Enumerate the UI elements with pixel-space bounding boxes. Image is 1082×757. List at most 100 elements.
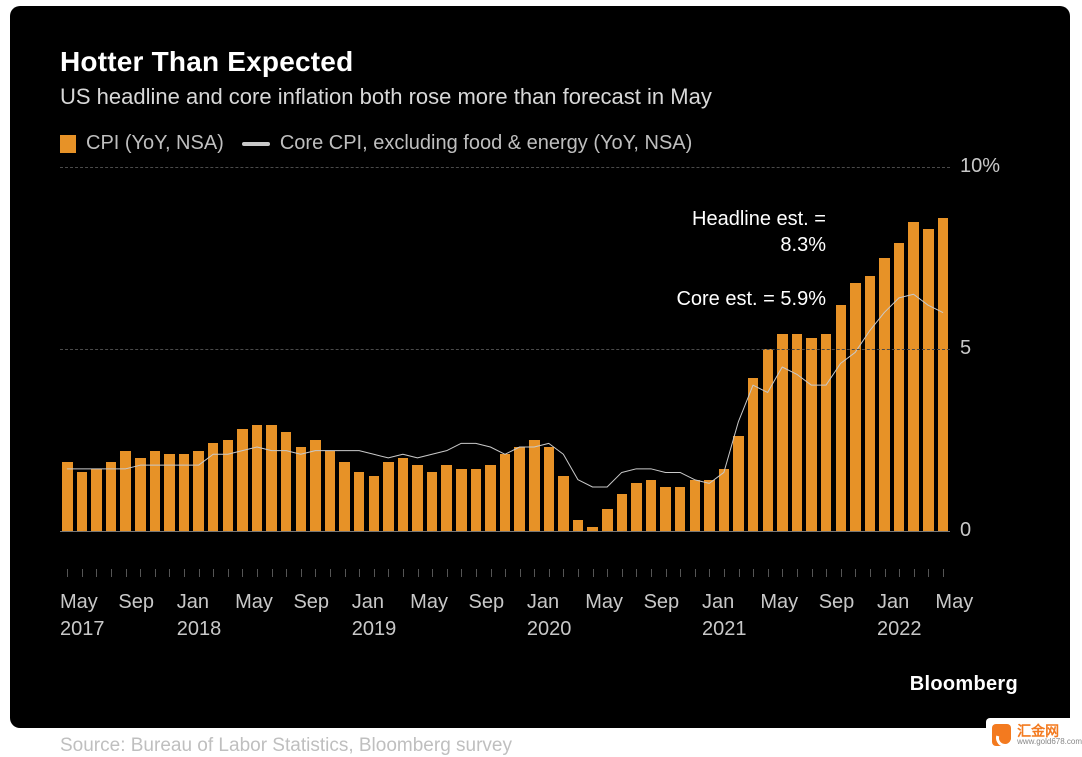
bar [704, 480, 715, 531]
watermark-logo-icon [992, 724, 1011, 746]
bar [719, 469, 730, 531]
bar [923, 229, 934, 531]
bar [193, 451, 204, 531]
bar-slot [454, 167, 469, 567]
bar [164, 454, 175, 530]
bar-slot [892, 167, 907, 567]
bar [529, 440, 540, 531]
chart-source: Source: Bureau of Labor Statistics, Bloo… [60, 735, 1020, 757]
bar-slot [483, 167, 498, 567]
bar-slot [658, 167, 673, 567]
bar [879, 258, 890, 531]
bar [631, 483, 642, 530]
bar [456, 469, 467, 531]
bar [792, 334, 803, 530]
annotation: Core est. = 5.9% [676, 286, 826, 312]
x-tick-label: Sep [293, 589, 329, 616]
annotation: Headline est. = 8.3% [692, 206, 826, 258]
bar-slot [294, 167, 309, 567]
bar-slot [542, 167, 557, 567]
watermark-text: 汇金网 www.gold678.com [1017, 724, 1082, 746]
bar [850, 283, 861, 530]
bar-slot [118, 167, 133, 567]
y-tick-label: 5 [960, 337, 971, 360]
grid-line [60, 349, 950, 350]
bar [106, 462, 117, 531]
bar [938, 218, 949, 531]
bar [135, 458, 146, 531]
bar [894, 243, 905, 530]
bar-slot [279, 167, 294, 567]
legend-bar-label: CPI (YoY, NSA) [86, 132, 224, 155]
x-tick-label: May [585, 589, 623, 616]
bar-slot [527, 167, 542, 567]
legend-item-bar: CPI (YoY, NSA) [60, 132, 224, 155]
bar [646, 480, 657, 531]
bar-slot [410, 167, 425, 567]
bar [369, 476, 380, 531]
bar-slot [906, 167, 921, 567]
bar [383, 462, 394, 531]
bar [427, 472, 438, 530]
bar [310, 440, 321, 531]
bar-slot [556, 167, 571, 567]
bar-slot [600, 167, 615, 567]
bar-slot [264, 167, 279, 567]
bar-slot [235, 167, 250, 567]
bar-slot [863, 167, 878, 567]
bar-slot [936, 167, 951, 567]
chart-legend: CPI (YoY, NSA) Core CPI, excluding food … [60, 132, 1020, 155]
x-tick-label: Jan 2021 [702, 589, 747, 643]
bar-slot [191, 167, 206, 567]
x-tick-label: May [410, 589, 448, 616]
x-tick-label: Jan 2020 [527, 589, 572, 643]
bar-slot [498, 167, 513, 567]
bar [660, 487, 671, 531]
plot-area: Headline est. = 8.3%Core est. = 5.9% 051… [60, 167, 1020, 567]
bar-slot [469, 167, 484, 567]
bar-slot [585, 167, 600, 567]
bar [617, 494, 628, 530]
chart-brand: Bloomberg [910, 673, 1018, 696]
bar-slot [396, 167, 411, 567]
bar-slot [381, 167, 396, 567]
bar [398, 458, 409, 531]
bar [91, 469, 102, 531]
bar [179, 454, 190, 530]
bar-slot [629, 167, 644, 567]
bar-slot [60, 167, 75, 567]
y-tick-label: 0 [960, 519, 971, 542]
bar-slot [177, 167, 192, 567]
x-tick-label: Jan 2019 [352, 589, 397, 643]
bar-slot [323, 167, 338, 567]
bar-slot [308, 167, 323, 567]
x-tick-label: Sep [819, 589, 855, 616]
bar [865, 276, 876, 531]
bar [77, 472, 88, 530]
bar-slot [221, 167, 236, 567]
bar [821, 334, 832, 530]
bar [150, 451, 161, 531]
bar-slot [75, 167, 90, 567]
x-tick-label: Sep [118, 589, 154, 616]
bar-slot [571, 167, 586, 567]
bar-slot [877, 167, 892, 567]
bar [544, 447, 555, 531]
bar [908, 222, 919, 531]
x-axis: May 2017SepJan 2018MaySepJan 2019MaySepJ… [60, 575, 1020, 645]
bar-slot [425, 167, 440, 567]
x-tick-label: May [760, 589, 798, 616]
x-tick-label: May [935, 589, 973, 616]
y-tick-label: 10% [960, 155, 1000, 178]
bar-slot [89, 167, 104, 567]
bar [514, 447, 525, 531]
bar [296, 447, 307, 531]
x-tick-label: Sep [469, 589, 505, 616]
bar-slot [337, 167, 352, 567]
bar [339, 462, 350, 531]
bar-slot [133, 167, 148, 567]
watermark: 汇金网 www.gold678.com [986, 718, 1082, 752]
bar [558, 476, 569, 531]
chart-panel: Hotter Than Expected US headline and cor… [10, 6, 1070, 728]
bar-slot [104, 167, 119, 567]
